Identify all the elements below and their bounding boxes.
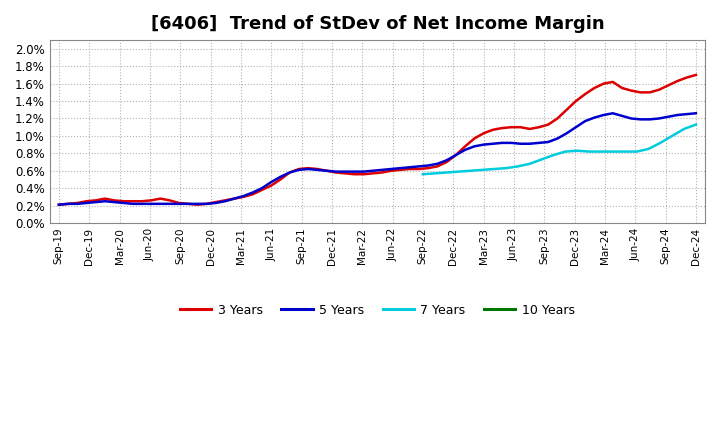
3 Years [692,72,701,77]
7 Years [431,171,439,176]
7 Years [537,157,546,162]
5 Years [608,110,617,116]
7 Years [478,167,487,172]
7 Years [454,169,463,174]
Legend: 3 Years, 5 Years, 7 Years, 10 Years: 3 Years, 5 Years, 7 Years, 10 Years [175,299,580,322]
7 Years [632,149,641,154]
7 Years [490,166,498,172]
7 Years [561,149,570,154]
7 Years [668,133,677,139]
3 Years [590,85,598,91]
7 Years [656,140,665,146]
3 Years [599,81,608,86]
5 Years [599,112,608,117]
7 Years [680,126,688,132]
7 Years [513,164,522,169]
7 Years [526,161,534,166]
7 Years [692,122,701,127]
7 Years [502,165,510,171]
3 Years [221,198,230,203]
7 Years [573,148,582,154]
3 Years [405,166,414,172]
3 Years [55,202,63,207]
Title: [6406]  Trend of StDev of Net Income Margin: [6406] Trend of StDev of Net Income Marg… [150,15,604,33]
5 Years [248,190,257,195]
7 Years [585,149,593,154]
5 Years [202,201,211,206]
5 Years [405,165,414,170]
7 Years [608,149,617,154]
5 Years [55,202,63,207]
Line: 7 Years: 7 Years [423,125,696,174]
7 Years [644,147,653,152]
7 Years [442,170,451,175]
7 Years [549,152,558,158]
3 Years [202,201,211,206]
5 Years [692,110,701,116]
7 Years [621,149,629,154]
7 Years [418,172,427,177]
5 Years [590,115,598,120]
5 Years [138,201,146,206]
3 Years [248,192,257,197]
Line: 3 Years: 3 Years [59,75,696,205]
Line: 5 Years: 5 Years [59,113,696,205]
7 Years [466,168,474,173]
7 Years [597,149,606,154]
